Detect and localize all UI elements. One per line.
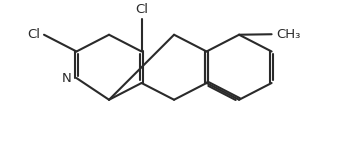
Text: Cl: Cl: [27, 28, 40, 41]
Text: CH₃: CH₃: [277, 28, 301, 41]
Text: Cl: Cl: [135, 3, 148, 16]
Text: N: N: [62, 72, 72, 85]
